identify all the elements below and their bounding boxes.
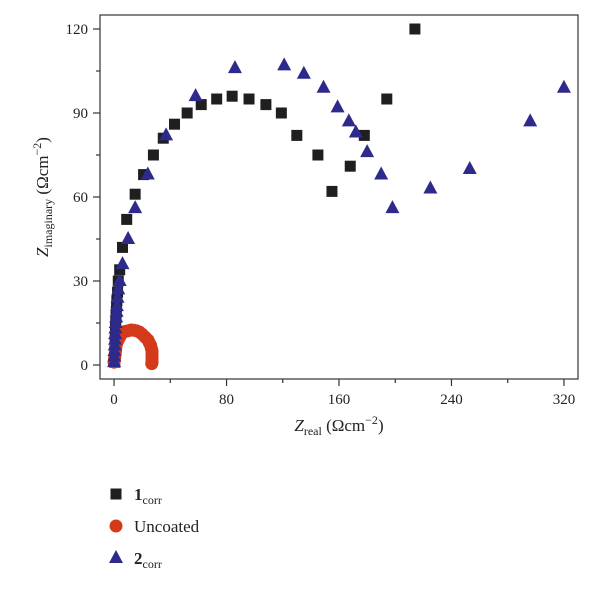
point-corr2	[112, 272, 127, 286]
point-corr2	[277, 57, 292, 71]
legend-label-uncoated: Uncoated	[134, 517, 200, 536]
legend-marker-uncoated	[109, 519, 123, 533]
point-corr1	[260, 99, 272, 111]
x-tick-label: 240	[440, 392, 463, 408]
point-corr1	[344, 160, 356, 172]
point-corr1	[409, 23, 421, 35]
point-corr1	[181, 107, 193, 119]
point-corr2	[316, 79, 331, 93]
legend-item-uncoated: Uncoated	[109, 517, 200, 536]
point-corr1	[121, 213, 133, 225]
y-axis-title: Zimaginary (Ωcm−2)	[30, 137, 55, 257]
point-corr2	[348, 124, 363, 138]
point-corr2	[110, 289, 125, 303]
point-corr1	[226, 90, 238, 102]
point-corr2	[121, 230, 136, 244]
point-corr2	[159, 127, 174, 141]
legend-label-corr1: 1corr	[134, 485, 162, 507]
legend-item-corr2: 2corr	[109, 549, 162, 571]
point-corr2	[462, 160, 477, 174]
point-corr1	[381, 93, 393, 105]
x-tick-label: 320	[553, 392, 576, 408]
point-corr2	[523, 113, 538, 127]
point-corr2	[227, 60, 242, 74]
point-corr1	[114, 264, 126, 276]
point-corr2	[330, 99, 345, 113]
point-corr1	[326, 185, 338, 197]
axes: 0 80 160 240 320 0 30 60 90 120 Zreal (Ωcm−2) Zimag…	[30, 14, 579, 438]
series-corr2	[107, 57, 571, 368]
point-corr1	[116, 241, 128, 253]
point-corr1	[129, 188, 141, 200]
point-corr2	[385, 200, 400, 214]
point-corr2	[360, 144, 375, 158]
x-tick-label: 0	[110, 392, 118, 408]
point-corr2	[115, 256, 130, 270]
point-corr2	[341, 113, 356, 127]
point-corr1	[195, 99, 207, 111]
y-tick-label: 30	[73, 274, 88, 290]
legend-marker-corr1	[110, 488, 122, 500]
plot-frame	[99, 14, 579, 380]
point-corr2	[296, 65, 311, 79]
series-corr1	[109, 23, 421, 368]
point-corr1	[275, 107, 287, 119]
point-corr2	[374, 166, 389, 180]
point-corr1	[358, 129, 370, 141]
point-corr2	[111, 281, 126, 295]
point-uncoated	[145, 357, 159, 371]
legend: 1corr Uncoated 2corr	[109, 485, 200, 571]
point-corr1	[312, 149, 324, 161]
point-corr1	[243, 93, 255, 105]
x-tick-label: 160	[328, 392, 351, 408]
point-corr2	[140, 166, 155, 180]
point-corr1	[291, 129, 303, 141]
data-marks	[107, 23, 571, 371]
y-tick-label: 60	[73, 190, 88, 206]
point-corr2	[188, 88, 203, 102]
x-axis-title: Zreal (Ωcm−2)	[294, 413, 383, 438]
x-tick-label: 80	[219, 392, 234, 408]
point-corr2	[109, 298, 124, 312]
point-corr1	[169, 118, 181, 130]
legend-label-corr2: 2corr	[134, 549, 162, 571]
legend-marker-corr2	[109, 549, 123, 563]
point-corr1	[147, 149, 159, 161]
point-corr2	[128, 200, 143, 214]
point-corr2	[556, 79, 571, 93]
y-tick-label: 90	[73, 106, 88, 122]
legend-item-corr1: 1corr	[110, 485, 162, 507]
y-tick-label: 120	[66, 22, 89, 38]
y-tick-label: 0	[81, 358, 89, 374]
point-corr2	[423, 180, 438, 194]
point-corr1	[211, 93, 223, 105]
